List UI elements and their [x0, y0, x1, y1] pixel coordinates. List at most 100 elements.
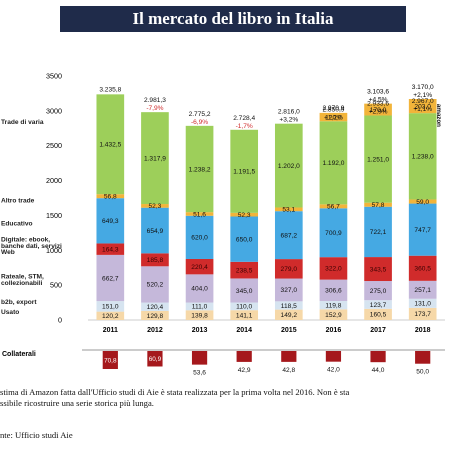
- total-label: 3.235,8: [99, 86, 121, 93]
- change-with-amazon-label: +2,1%: [413, 92, 432, 99]
- bar-segment-usato: [364, 308, 392, 320]
- data-label: 120,2: [102, 313, 119, 320]
- bars-layer: [96, 94, 437, 320]
- data-label: 343,5: [370, 266, 387, 273]
- collaterali-bar: [370, 351, 386, 363]
- data-label: 173,7: [414, 311, 431, 318]
- change-label: -7,9%: [146, 105, 163, 112]
- bar-segment-b2b: [274, 301, 303, 310]
- collaterali-bar: [147, 351, 163, 367]
- data-label: 164,3: [102, 246, 119, 253]
- change-label: +2,9%: [369, 108, 388, 115]
- data-label: 1.251,0: [367, 156, 389, 163]
- series-label: Usato: [1, 309, 19, 316]
- bar-segment-usato: [96, 311, 125, 320]
- bar-segment-digitale: [274, 259, 303, 279]
- footnote-line: ssibile ricostruire una serie storica pi…: [0, 398, 154, 408]
- bar-segment-rateale: [185, 274, 214, 303]
- data-label: 111,0: [192, 304, 208, 311]
- bar-segment-amazon: [319, 112, 348, 122]
- bar-segment-usato: [408, 307, 437, 320]
- bar-segment-rateale: [364, 281, 392, 301]
- bar-segment-altro_trade: [274, 207, 303, 212]
- series-label: collezionabili: [1, 280, 43, 287]
- collaterali-value: 42,8: [282, 367, 295, 374]
- bar-segment-b2b: [185, 302, 214, 311]
- x-tick-label: 2016: [326, 327, 342, 334]
- data-label: 129,8: [147, 313, 164, 320]
- data-label: 620,0: [191, 235, 208, 242]
- bar-segment-rateale: [274, 278, 303, 302]
- data-label: 306,6: [325, 288, 342, 295]
- y-tick-label: 3500: [46, 72, 62, 81]
- change-with-amazon-label: +4,5%: [369, 97, 388, 104]
- bar-segment-digitale: [230, 261, 259, 279]
- total-label: 2.850,9: [322, 106, 344, 113]
- y-tick-label: 1500: [46, 211, 62, 220]
- data-label: 120,0: [325, 114, 342, 121]
- bar-segment-digitale: [364, 257, 392, 282]
- collaterali-bar: [236, 351, 252, 362]
- bar-segment-educativo: [141, 207, 169, 254]
- footnote: stima di Amazon fatta dall'Ufficio studi…: [0, 387, 448, 409]
- x-tick-label: 2015: [281, 327, 297, 334]
- bar-segment-altro_trade: [96, 194, 125, 199]
- data-label: 203,0: [414, 103, 431, 110]
- collaterali-value: 42,0: [327, 367, 340, 374]
- x-tick-label: 2014: [236, 327, 252, 334]
- y-tick-label: 1000: [46, 246, 62, 255]
- data-label: 52,3: [149, 203, 162, 210]
- collaterali-value: 70,8: [104, 357, 117, 364]
- data-label: 687,2: [281, 232, 298, 239]
- bar-segment-b2b: [141, 302, 169, 311]
- bar-segment-educativo: [364, 206, 392, 258]
- collaterali-bar: [191, 351, 208, 365]
- bar-segment-trade_varia: [408, 113, 437, 200]
- bar-segment-trade_varia: [141, 112, 169, 205]
- total-label: 2.981,3: [144, 97, 166, 104]
- change-label: +3,2%: [279, 117, 298, 124]
- data-label: 1.192,0: [322, 160, 344, 167]
- bar-segment-trade_varia: [185, 125, 214, 213]
- data-label: 220,4: [191, 264, 208, 271]
- data-label: 327,0: [281, 287, 298, 294]
- bar-segment-digitale: [141, 253, 169, 267]
- data-label: 52,3: [238, 212, 251, 219]
- y-tick-label: 0: [58, 316, 62, 325]
- y-tick-label: 500: [50, 281, 62, 290]
- footnote-line: stima di Amazon fatta dall'Ufficio studi…: [0, 387, 350, 397]
- data-label: 257,1: [414, 287, 431, 294]
- data-label: 56,8: [104, 193, 117, 200]
- collaterali-bar: [281, 351, 297, 362]
- data-label: 53,1: [282, 207, 295, 214]
- series-label: Rateale, STM,: [1, 274, 44, 281]
- data-label: 360,5: [414, 266, 431, 273]
- data-label: 118,5: [281, 303, 297, 310]
- data-label: 649,3: [102, 218, 119, 225]
- collaterali-bar: [102, 351, 118, 369]
- bar-segment-usato: [319, 309, 348, 320]
- data-label: 119,8: [325, 302, 341, 309]
- data-label: 185,8: [147, 257, 164, 264]
- bar-segment-usato: [274, 309, 303, 320]
- bar-segment-educativo: [185, 215, 214, 259]
- bar-segment-trade_varia: [96, 94, 125, 195]
- bar-segment-rateale: [141, 266, 169, 303]
- data-label: 700,9: [325, 230, 342, 237]
- total-label: 2.775,2: [189, 111, 211, 118]
- total-with-amazon-label: 3.103,6: [367, 89, 389, 96]
- bar-segment-educativo: [319, 208, 348, 258]
- collaterali-layer: Collaterali 70,8 60,9 53,6 42,9 42,8 42,0 44,0 5…: [2, 349, 445, 377]
- bar-segment-b2b: [96, 301, 125, 312]
- change-label: -6,9%: [191, 119, 208, 126]
- data-label: 59,0: [416, 199, 429, 206]
- bar-segment-b2b: [408, 298, 437, 308]
- y-tick-label: 2500: [46, 141, 62, 150]
- collaterali-bar: [325, 351, 342, 362]
- data-label: 1.238,0: [412, 154, 434, 161]
- bar-segment-digitale: [185, 258, 214, 275]
- bar-segment-rateale: [230, 278, 259, 303]
- amazon-label: amazon: [435, 104, 442, 127]
- data-label: 131,0: [414, 301, 431, 308]
- y-tick-label: 3000: [46, 106, 62, 115]
